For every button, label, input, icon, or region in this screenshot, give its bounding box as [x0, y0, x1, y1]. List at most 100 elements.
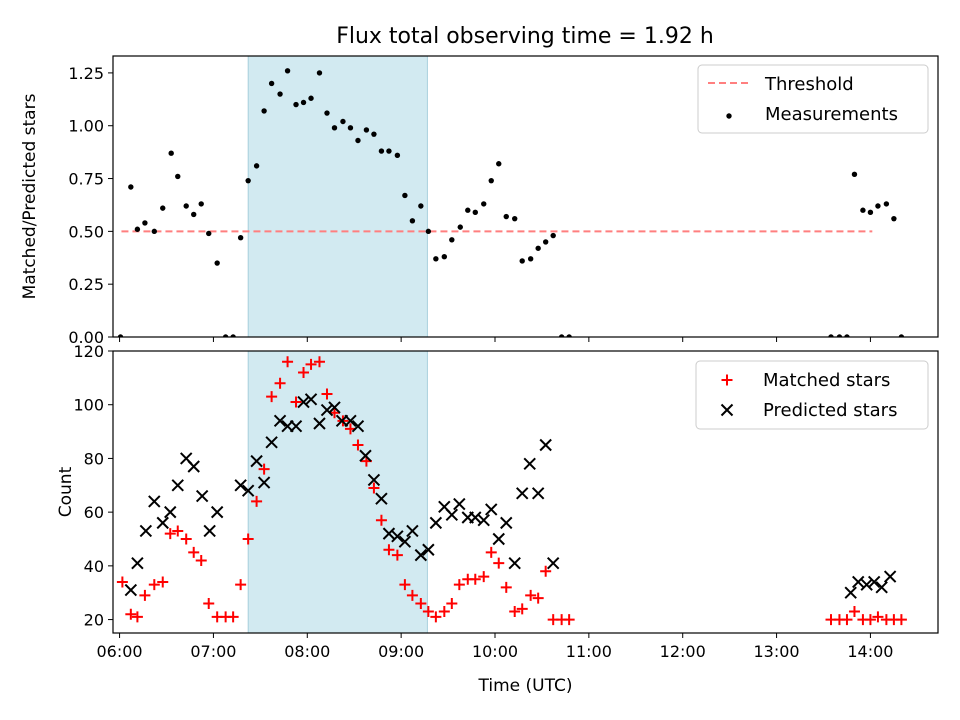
plot-area — [117, 68, 905, 337]
measurement-point — [860, 207, 866, 213]
predicted-star-point — [375, 492, 388, 505]
legend-threshold-label: Threshold — [764, 74, 854, 95]
predicted-star-point — [344, 414, 357, 428]
matched-star-point — [525, 589, 537, 601]
predicted-star-point — [265, 436, 278, 449]
matched-star-point — [406, 589, 418, 601]
matched-star-point — [172, 525, 184, 537]
predicted-star-point — [313, 417, 326, 430]
measurement-point — [363, 127, 370, 133]
legend-matched-label: Matched stars — [763, 370, 890, 391]
matched-star-point — [478, 571, 490, 583]
predicted-star-point — [453, 497, 466, 511]
measurement-point — [519, 258, 525, 264]
x-tick-label: 11:00 — [566, 642, 612, 661]
y-tick-label: 80 — [84, 449, 104, 468]
predicted-star-point — [273, 414, 287, 428]
measurement-point — [371, 131, 377, 137]
matched-star-point — [266, 391, 278, 403]
y-tick-label: 60 — [84, 503, 104, 522]
predicted-star-point — [328, 401, 341, 414]
measurement-point — [542, 239, 549, 245]
x-tick-label: 12:00 — [660, 642, 706, 661]
predicted-star-point — [351, 419, 365, 433]
legend-predicted-label: Predicted stars — [763, 400, 897, 421]
y-tick-label: 0.25 — [68, 275, 104, 294]
measurement-point — [142, 220, 148, 226]
matched-star-point — [125, 608, 137, 620]
predicted-star-point — [257, 476, 271, 489]
measurement-point — [550, 232, 556, 239]
measurement-point — [151, 228, 157, 235]
axes-frame — [112, 350, 939, 634]
matched-star-point — [131, 611, 143, 623]
predicted-star-point — [844, 586, 857, 599]
predicted-star-point — [867, 575, 881, 589]
measurement-point — [183, 203, 189, 209]
predicted-star-point — [156, 516, 169, 530]
matched-star-point — [383, 544, 395, 556]
observing-window-band — [247, 55, 428, 338]
predicted-star-point — [852, 575, 865, 589]
matched-star-point — [469, 573, 481, 585]
matched-star-point — [493, 557, 505, 569]
measurement-point — [386, 148, 392, 154]
predicted-star-point — [539, 438, 552, 452]
matched-star-point — [446, 597, 458, 609]
measurement-point — [245, 177, 251, 184]
predicted-star-point — [171, 479, 184, 492]
measurement-point — [558, 334, 565, 337]
measurement-point — [851, 171, 858, 178]
axes-frame — [112, 55, 939, 338]
predicted-star-point — [304, 393, 318, 406]
measurement-point — [465, 207, 471, 213]
matched-star-point — [282, 356, 294, 368]
matched-star-point — [298, 366, 310, 378]
matched-star-point — [352, 439, 364, 451]
y-axis-label: Count — [56, 466, 76, 517]
measurement-point — [472, 209, 478, 216]
matched-star-point — [532, 592, 544, 604]
measurement-point — [206, 230, 212, 237]
measurement-point — [198, 201, 204, 207]
predicted-star-point — [148, 495, 161, 508]
matched-star-point — [116, 576, 128, 588]
predicted-star-point — [234, 479, 247, 492]
matched-star-point — [235, 579, 247, 591]
measurement-point — [331, 125, 338, 131]
x-axis-label: Time (UTC) — [478, 676, 573, 696]
matched-star-point — [258, 463, 270, 475]
predicted-star-point — [492, 532, 505, 546]
matched-star-point — [540, 565, 552, 577]
measurement-point — [394, 152, 401, 159]
predicted-star-point — [195, 489, 209, 503]
measurement-point — [488, 177, 494, 184]
matched-star-point — [203, 597, 215, 609]
measurement-point — [402, 192, 408, 199]
measurement-point — [844, 334, 850, 337]
count-panel: 20 40 60 80 100 120 06:00 07:00 08:00 09:00 10:00 1… — [56, 342, 939, 696]
predicted-star-point — [422, 543, 435, 556]
matched-star-point — [321, 388, 333, 400]
measurement-point — [891, 215, 897, 222]
matched-star-point — [274, 377, 286, 389]
measurement-point — [425, 228, 432, 235]
predicted-star-point — [406, 524, 419, 538]
measurement-point — [566, 334, 572, 337]
predicted-star-point — [546, 556, 560, 570]
predicted-star-point — [131, 556, 144, 570]
measurement-point — [867, 209, 874, 216]
y-tick-label: 100 — [73, 396, 104, 415]
predicted-star-point — [187, 460, 200, 473]
predicted-star-point — [516, 487, 529, 500]
predicted-star-point — [382, 527, 396, 540]
y-tick-label: 120 — [73, 342, 104, 361]
ratio-panel: 0.00 0.25 0.50 0.75 1.00 1.25 Matched/Predicte… — [20, 55, 939, 347]
matched-star-point — [157, 576, 169, 588]
observing-window-band — [247, 350, 428, 634]
legend-predicted-swatch — [720, 403, 734, 417]
measurement-point — [457, 224, 463, 230]
matched-star-point — [563, 614, 575, 626]
measurement-point — [293, 101, 299, 108]
matched-star-point — [391, 549, 403, 561]
